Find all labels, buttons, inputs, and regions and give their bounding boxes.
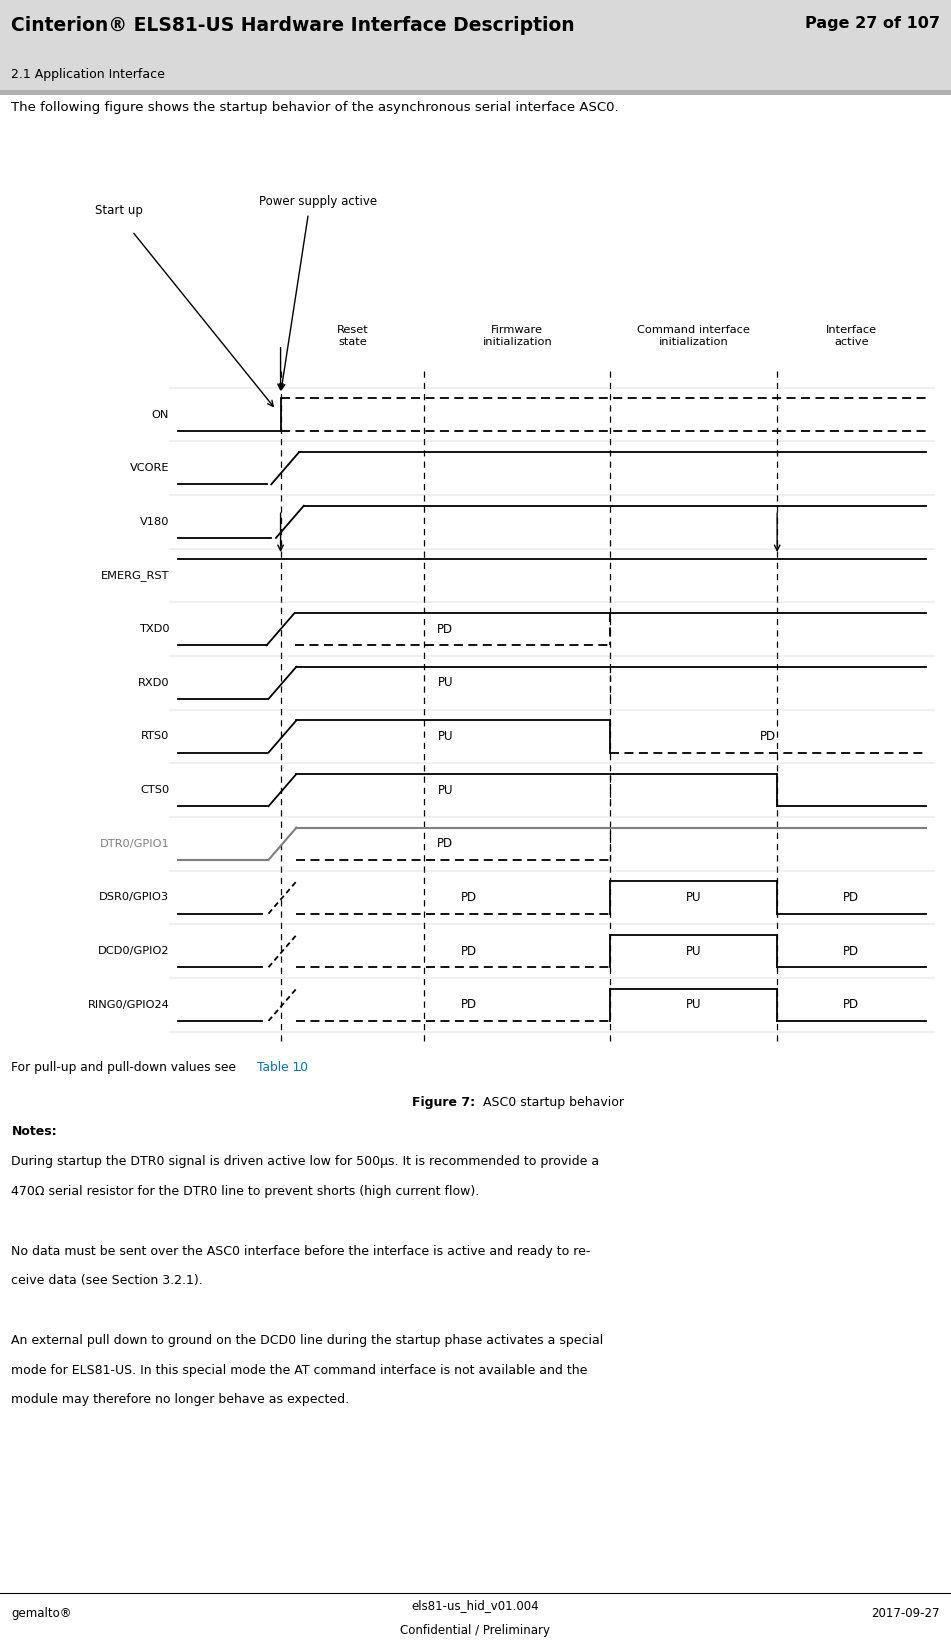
Text: PU: PU bbox=[686, 945, 702, 958]
Text: V180: V180 bbox=[140, 517, 169, 527]
Text: PD: PD bbox=[760, 730, 776, 743]
Text: 470Ω serial resistor for the DTR0 line to prevent shorts (high current flow).: 470Ω serial resistor for the DTR0 line t… bbox=[11, 1185, 479, 1198]
Text: Table 10: Table 10 bbox=[258, 1062, 308, 1075]
Text: Firmware
initialization: Firmware initialization bbox=[482, 325, 553, 346]
Text: VCORE: VCORE bbox=[129, 463, 169, 473]
Text: PD: PD bbox=[437, 837, 454, 850]
Text: mode for ELS81-US. In this special mode the AT command interface is not availabl: mode for ELS81-US. In this special mode … bbox=[11, 1364, 588, 1377]
Text: els81-us_hid_v01.004: els81-us_hid_v01.004 bbox=[412, 1598, 539, 1611]
Text: 2017-09-27: 2017-09-27 bbox=[871, 1608, 940, 1620]
Text: PU: PU bbox=[686, 891, 702, 904]
Text: No data must be sent over the ASC0 interface before the interface is active and : No data must be sent over the ASC0 inter… bbox=[11, 1244, 591, 1257]
Text: PU: PU bbox=[437, 730, 453, 743]
Text: The following figure shows the startup behavior of the asynchronous serial inter: The following figure shows the startup b… bbox=[11, 102, 619, 115]
Text: PD: PD bbox=[844, 998, 860, 1011]
Text: PD: PD bbox=[844, 891, 860, 904]
Text: Power supply active: Power supply active bbox=[259, 195, 377, 208]
Text: Command interface
initialization: Command interface initialization bbox=[637, 325, 750, 346]
Text: An external pull down to ground on the DCD0 line during the startup phase activa: An external pull down to ground on the D… bbox=[11, 1334, 604, 1347]
Text: During startup the DTR0 signal is driven active low for 500µs. It is recommended: During startup the DTR0 signal is driven… bbox=[11, 1155, 599, 1168]
Text: RXD0: RXD0 bbox=[138, 678, 169, 688]
Text: module may therefore no longer behave as expected.: module may therefore no longer behave as… bbox=[11, 1393, 350, 1406]
Text: EMERG_RST: EMERG_RST bbox=[101, 569, 169, 581]
Text: For pull-up and pull-down values see: For pull-up and pull-down values see bbox=[11, 1062, 241, 1075]
Text: Page 27 of 107: Page 27 of 107 bbox=[805, 16, 940, 31]
Text: Confidential / Preliminary: Confidential / Preliminary bbox=[400, 1623, 551, 1636]
Text: TXD0: TXD0 bbox=[139, 624, 169, 633]
Text: PD: PD bbox=[437, 622, 454, 635]
Text: RING0/GPIO24: RING0/GPIO24 bbox=[87, 999, 169, 1009]
Text: Cinterion® ELS81-US Hardware Interface Description: Cinterion® ELS81-US Hardware Interface D… bbox=[11, 16, 575, 34]
Text: PD: PD bbox=[460, 945, 476, 958]
Text: Reset
state: Reset state bbox=[337, 325, 368, 346]
Text: PD: PD bbox=[460, 891, 476, 904]
Text: PU: PU bbox=[437, 784, 453, 796]
Text: RTS0: RTS0 bbox=[141, 732, 169, 742]
Text: PD: PD bbox=[460, 998, 476, 1011]
Text: PD: PD bbox=[844, 945, 860, 958]
Text: PU: PU bbox=[437, 676, 453, 689]
Text: DCD0/GPIO2: DCD0/GPIO2 bbox=[98, 947, 169, 957]
Text: CTS0: CTS0 bbox=[140, 784, 169, 796]
Text: DSR0/GPIO3: DSR0/GPIO3 bbox=[99, 893, 169, 903]
Text: gemalto®: gemalto® bbox=[11, 1608, 72, 1620]
Text: Interface
active: Interface active bbox=[825, 325, 877, 346]
Text: ON: ON bbox=[152, 410, 169, 420]
Text: 2.1 Application Interface: 2.1 Application Interface bbox=[11, 69, 165, 80]
Text: ceive data (see Section 3.2.1).: ceive data (see Section 3.2.1). bbox=[11, 1275, 204, 1287]
Text: Figure 7:: Figure 7: bbox=[413, 1096, 476, 1109]
Text: PU: PU bbox=[686, 998, 702, 1011]
Text: DTR0/GPIO1: DTR0/GPIO1 bbox=[100, 839, 169, 848]
Text: .: . bbox=[298, 1062, 301, 1075]
Text: Notes:: Notes: bbox=[11, 1126, 57, 1139]
Text: ASC0 startup behavior: ASC0 startup behavior bbox=[476, 1096, 625, 1109]
Text: Start up: Start up bbox=[95, 205, 143, 217]
